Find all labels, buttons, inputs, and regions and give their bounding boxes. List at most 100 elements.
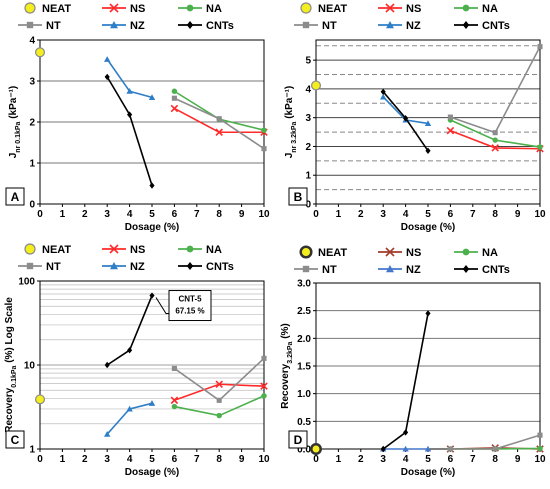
legend-item-neat: NEAT	[24, 243, 71, 256]
y-tick-label: 4	[29, 36, 35, 47]
data-point	[380, 88, 386, 95]
panel-letter-text: B	[294, 190, 303, 204]
legend: NEAT NS NA NT NZ CNTs	[294, 2, 510, 32]
y-tick-label: 1	[29, 445, 35, 456]
data-point	[261, 146, 267, 152]
x-tick-label: 0	[37, 209, 43, 220]
data-point	[216, 116, 222, 122]
legend-item-cnts: CNTs	[178, 20, 234, 32]
x-tick-label: 1	[60, 454, 66, 465]
legend-item-ns: NS	[378, 247, 421, 259]
y-tick-label: 2	[305, 142, 311, 153]
legend-label: NS	[406, 247, 421, 259]
legend-label: CNTs	[482, 264, 510, 276]
y-axis-title-unit: (%)	[280, 323, 291, 341]
x-tick-label: 8	[492, 454, 498, 465]
legend-marker	[186, 4, 194, 12]
y-axis-title-main: J	[284, 153, 295, 159]
series-nt	[171, 355, 267, 403]
data-point	[537, 144, 543, 150]
series-nz	[104, 400, 156, 437]
legend-label: NEAT	[42, 3, 71, 15]
x-tick-label: 10	[258, 209, 270, 220]
series-neat	[34, 394, 45, 405]
legend-marker	[24, 243, 36, 255]
data-point	[171, 365, 177, 372]
x-tick-label: 6	[448, 209, 454, 220]
y-tick-label: 4	[305, 84, 311, 95]
legend-marker	[462, 4, 470, 12]
x-tick-label: 7	[470, 209, 476, 220]
x-tick-label: 10	[534, 454, 546, 465]
panel-letter-box	[5, 187, 25, 206]
legend-marker	[462, 21, 470, 29]
chart-panel-a: NEAT NS NA NT NZ CNTs 0 1 2 3 4 5 6 7 8 9 10 0 1 2 3 4 Dosage …	[5, 2, 270, 233]
data-point	[126, 88, 133, 94]
y-tick-label: 1	[305, 171, 311, 182]
legend-label: NA	[206, 3, 222, 15]
legend-item-neat: NEAT	[24, 2, 71, 15]
legend-item-na: NA	[454, 247, 498, 259]
data-point	[34, 394, 45, 405]
data-point	[149, 292, 155, 299]
legend-item-neat: NEAT	[299, 245, 347, 259]
legend-item-nz: NZ	[102, 261, 145, 273]
legend-label: NT	[46, 261, 61, 273]
y-tick-label: 10	[24, 361, 36, 372]
annotation-box	[168, 290, 212, 322]
legend-item-nt: NT	[294, 264, 337, 276]
series-nt	[171, 95, 267, 152]
annotation-line2: 67.15 %	[175, 307, 204, 316]
data-point	[127, 111, 133, 118]
x-tick-label: 1	[336, 209, 342, 220]
legend-label: NEAT	[318, 247, 347, 259]
y-tick-label: 3	[305, 113, 311, 124]
panel-letter-text: A	[11, 190, 20, 204]
y-axis-title: Recovery3.2kPa (%)	[280, 323, 294, 409]
series-neat	[310, 443, 322, 455]
series-group	[310, 310, 544, 455]
legend-marker	[462, 248, 470, 256]
x-tick-label: 9	[515, 454, 521, 465]
panel-letter: B	[288, 187, 308, 206]
legend-label: NT	[322, 20, 337, 32]
x-tick-label: 1	[336, 454, 342, 465]
legend-label: NS	[406, 3, 421, 15]
series-cnts	[380, 310, 431, 453]
legend-label: CNTs	[206, 261, 234, 273]
data-point	[216, 397, 222, 403]
data-point	[492, 130, 498, 136]
x-tick-label: 9	[239, 454, 245, 465]
legend-item-cnts: CNTs	[454, 20, 510, 32]
legend-label: CNTs	[482, 20, 510, 32]
y-axis-title-unit: (kPa⁻¹)	[284, 86, 295, 122]
legend-marker	[24, 2, 36, 14]
legend-item-nz: NZ	[378, 264, 421, 276]
series-nt	[447, 44, 543, 136]
data-point	[261, 355, 267, 361]
legend-marker	[386, 265, 394, 273]
x-tick-label: 2	[82, 454, 88, 465]
data-point	[492, 137, 498, 143]
legend-label: NT	[322, 264, 337, 276]
x-tick-label: 1	[60, 209, 66, 220]
x-axis-title: Dosage (%)	[125, 222, 179, 233]
data-point	[537, 432, 543, 438]
grid	[40, 80, 264, 164]
y-axis-title-sub: nr 0.1kPa	[15, 121, 22, 152]
x-tick-label: 3	[104, 454, 110, 465]
x-tick-label: 7	[470, 454, 476, 465]
y-tick-label: 0	[29, 200, 35, 211]
legend-item-ns: NS	[378, 3, 421, 15]
x-tick-label: 10	[258, 454, 270, 465]
data-point	[446, 126, 455, 135]
series-nz	[104, 56, 156, 100]
legend-item-ns: NS	[102, 3, 145, 15]
legend-marker	[186, 262, 194, 270]
panel-letter: C	[5, 430, 25, 449]
x-tick-label: 0	[313, 454, 319, 465]
x-tick-label: 7	[194, 454, 200, 465]
legend: NEAT NS NA NT NZ CNTs	[18, 243, 234, 273]
series-neat	[34, 47, 45, 58]
